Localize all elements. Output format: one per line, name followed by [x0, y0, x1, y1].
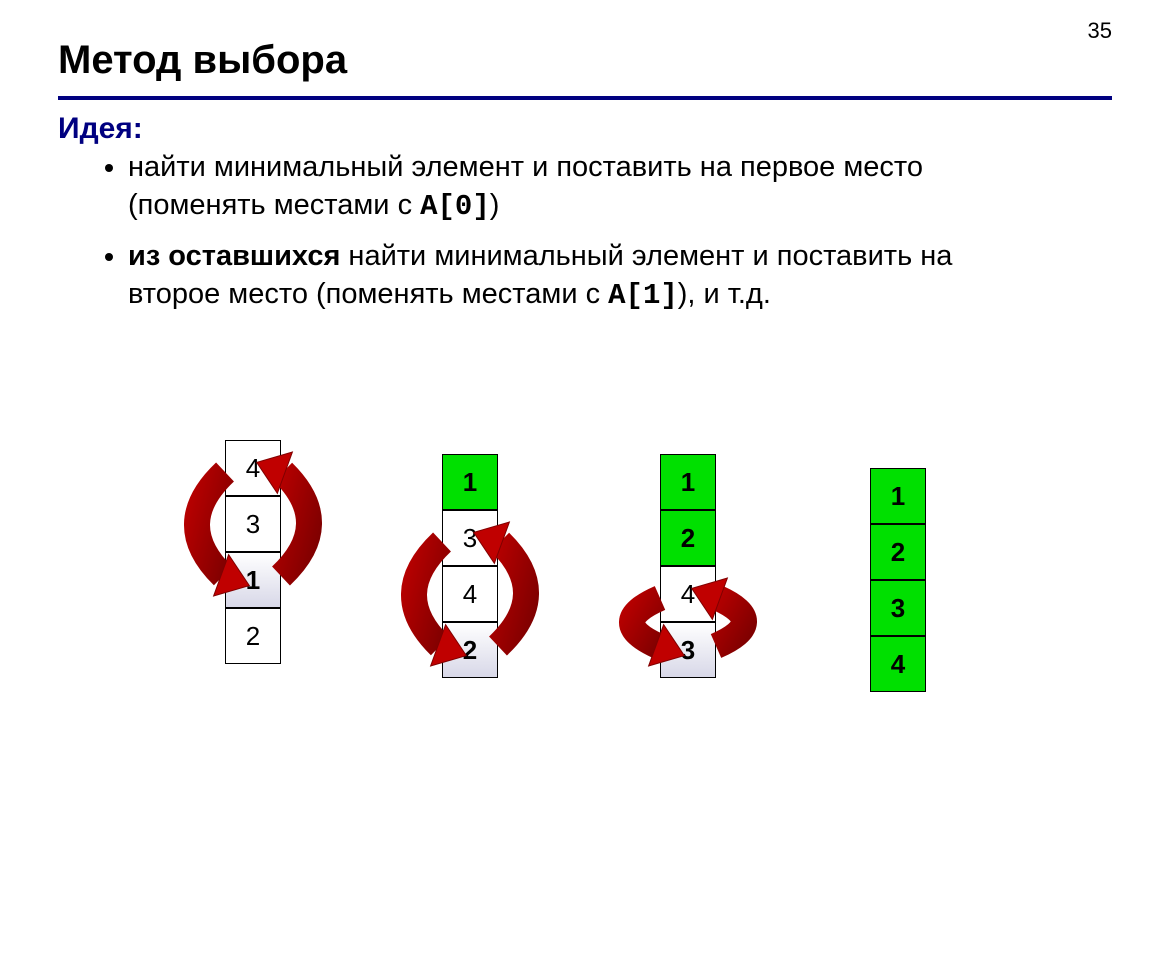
idea-label: Идея:	[58, 112, 143, 146]
diagram-area: 4312134212431234	[0, 440, 1150, 800]
idea-bullets: найти минимальный элемент и поставить на…	[100, 148, 1030, 325]
array-cell: 1	[660, 454, 716, 510]
page-number: 35	[1088, 18, 1112, 44]
bullet-1: найти минимальный элемент и поставить на…	[128, 148, 1030, 227]
bullet-2: из оставшихся найти минимальный элемент …	[128, 237, 1030, 316]
bullet-1-text-b: )	[490, 189, 500, 221]
array-column: 1234	[870, 468, 926, 692]
array-cell: 3	[870, 580, 926, 636]
bullet-2-code: A[1]	[608, 279, 678, 312]
array-cell: 4	[870, 636, 926, 692]
bullet-2-text-b: ), и т.д.	[678, 278, 771, 310]
bullet-2-strong: из оставшихся	[128, 240, 340, 272]
title-underline	[58, 96, 1112, 100]
slide-title: Метод выбора	[58, 38, 347, 83]
array-cell: 2	[870, 524, 926, 580]
bullet-1-text-a: найти минимальный элемент и поставить на…	[128, 151, 923, 221]
swap-arrows-icon	[575, 554, 875, 954]
bullet-1-code: A[0]	[420, 190, 490, 223]
array-cell: 1	[870, 468, 926, 524]
